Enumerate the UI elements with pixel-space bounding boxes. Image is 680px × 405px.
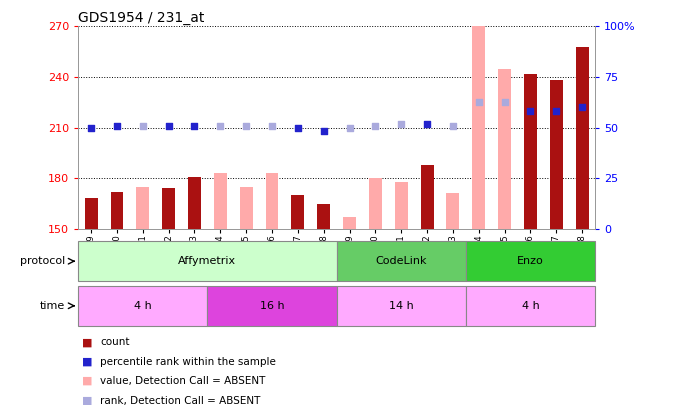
Point (163, 123, 174, 129)
Text: ■: ■ (82, 376, 92, 386)
Bar (85, 198, 98, 229)
Text: Enzo: Enzo (517, 256, 544, 266)
Text: CodeLink: CodeLink (375, 256, 427, 266)
Bar (394, 181, 407, 229)
Bar (78, 286, 207, 326)
Bar (549, 80, 562, 229)
Text: value, Detection Call = ABSENT: value, Detection Call = ABSENT (100, 376, 265, 386)
Text: GDS1954 / 231_at: GDS1954 / 231_at (78, 11, 205, 25)
Text: 4 h: 4 h (522, 301, 539, 311)
Bar (343, 217, 356, 229)
Point (551, 107, 562, 114)
Bar (291, 195, 304, 229)
Point (137, 123, 148, 129)
Bar (420, 165, 434, 229)
Point (267, 123, 277, 129)
Point (422, 121, 432, 128)
Point (396, 121, 407, 128)
Point (447, 123, 458, 129)
Text: 4 h: 4 h (134, 301, 152, 311)
Bar (78, 241, 337, 281)
Bar (472, 26, 485, 229)
Point (292, 124, 303, 131)
Bar (466, 286, 595, 326)
Point (215, 123, 226, 129)
Text: protocol: protocol (20, 256, 65, 266)
Text: count: count (100, 337, 129, 347)
Bar (524, 74, 537, 229)
Text: ■: ■ (82, 357, 92, 367)
Bar (575, 47, 588, 229)
Point (473, 99, 484, 105)
Bar (110, 192, 124, 229)
Bar (239, 187, 252, 229)
Bar (498, 68, 511, 229)
Bar (162, 188, 175, 229)
Bar (214, 173, 226, 229)
Bar (207, 286, 337, 326)
Bar (337, 241, 466, 281)
Point (370, 123, 381, 129)
Bar (265, 173, 279, 229)
Bar (337, 286, 466, 326)
Text: rank, Detection Call = ABSENT: rank, Detection Call = ABSENT (100, 396, 260, 405)
Bar (446, 194, 459, 229)
Text: Affymetrix: Affymetrix (178, 256, 237, 266)
Point (499, 99, 510, 105)
Bar (136, 187, 149, 229)
Text: ■: ■ (82, 337, 92, 347)
Bar (317, 203, 330, 229)
Text: time: time (40, 301, 65, 311)
Bar (188, 177, 201, 229)
Point (189, 123, 200, 129)
Bar (369, 178, 381, 229)
Point (86, 124, 97, 131)
Point (241, 123, 252, 129)
Text: 14 h: 14 h (389, 301, 413, 311)
Text: 16 h: 16 h (260, 301, 284, 311)
Bar (466, 241, 595, 281)
Text: ■: ■ (82, 396, 92, 405)
Point (525, 107, 536, 114)
Point (577, 104, 588, 111)
Point (344, 124, 355, 131)
Point (112, 123, 122, 129)
Point (318, 128, 329, 134)
Text: percentile rank within the sample: percentile rank within the sample (100, 357, 276, 367)
